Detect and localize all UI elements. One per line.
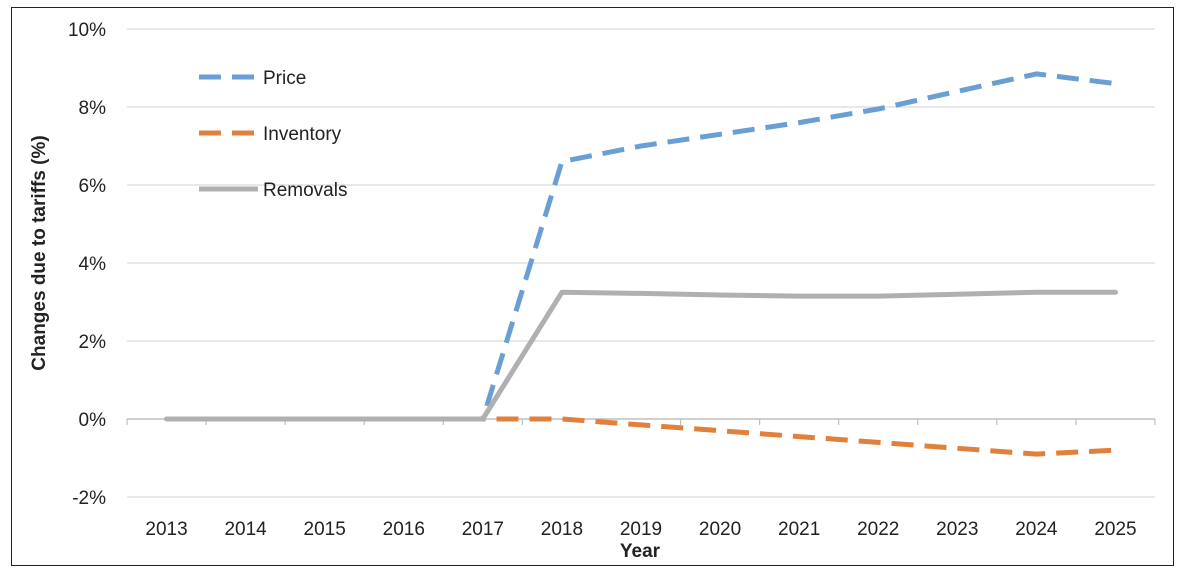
x-tick-label: 2017 <box>462 519 504 540</box>
gridlines <box>127 28 1155 498</box>
chart-frame <box>11 7 1174 566</box>
series-line-removals <box>164 289 1118 422</box>
y-tick-label: 0% <box>79 410 107 431</box>
x-tick-label: 2018 <box>541 519 583 540</box>
legend-label-inventory: Inventory <box>263 124 342 145</box>
axes: -2% 0% 2% 4% 6% 8% 10% 2013 2014 2015 2016 2017 2018… <box>68 20 1156 540</box>
x-tick-label: 2014 <box>224 519 267 540</box>
y-tick-label: 4% <box>79 254 107 275</box>
x-tick-label: 2016 <box>383 519 425 540</box>
series-line-inventory <box>166 416 1116 457</box>
x-tick-label: 2019 <box>620 519 662 540</box>
series-lines <box>164 71 1118 457</box>
legend-label-price: Price <box>263 68 306 89</box>
x-tick-label: 2015 <box>304 519 346 540</box>
x-tick-label: 2024 <box>1015 519 1058 540</box>
y-tick-label: 8% <box>79 98 107 119</box>
x-tick-label: 2025 <box>1094 519 1136 540</box>
y-tick-label: 10% <box>68 20 106 41</box>
x-tick-label: 2023 <box>936 519 978 540</box>
y-tick-label: -2% <box>72 488 106 509</box>
x-tick-label: 2013 <box>145 519 187 540</box>
y-tick-label: 2% <box>79 332 107 353</box>
legend-label-removals: Removals <box>263 180 347 201</box>
x-axis-title: Year <box>620 541 661 562</box>
legend: Price Inventory Removals <box>199 68 347 201</box>
y-axis-title: Changes due to tariffs (%) <box>29 135 50 370</box>
x-tick-label: 2022 <box>857 519 899 540</box>
y-tick-label: 6% <box>79 176 107 197</box>
series-line-price <box>166 71 1116 422</box>
x-tick-label: 2021 <box>778 519 820 540</box>
x-tick-label: 2020 <box>699 519 741 540</box>
